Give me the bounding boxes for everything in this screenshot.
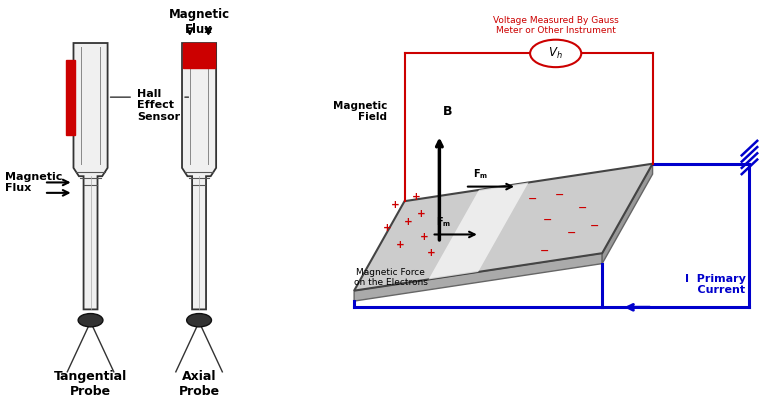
Text: +: + xyxy=(383,223,392,233)
Text: Magnetic
Flux: Magnetic Flux xyxy=(5,172,63,193)
Circle shape xyxy=(530,40,581,67)
Bar xyxy=(183,43,216,68)
Circle shape xyxy=(78,313,103,327)
Text: −: − xyxy=(543,215,552,225)
Text: −: − xyxy=(527,194,537,204)
Polygon shape xyxy=(354,253,602,301)
Polygon shape xyxy=(73,43,107,309)
Text: +: + xyxy=(404,217,413,227)
Text: −: − xyxy=(566,228,576,238)
Text: −: − xyxy=(539,246,548,256)
Circle shape xyxy=(187,313,212,327)
Text: $\mathbf{F_m}$: $\mathbf{F_m}$ xyxy=(436,215,450,229)
Text: +: + xyxy=(417,209,426,219)
Text: Magnetic Force
on the Electrons: Magnetic Force on the Electrons xyxy=(354,268,427,287)
Text: Hall
Effect
Sensor: Hall Effect Sensor xyxy=(137,89,180,122)
Text: +: + xyxy=(412,192,420,202)
Text: $V_h$: $V_h$ xyxy=(548,46,563,61)
Text: $\mathbf{F_m}$: $\mathbf{F_m}$ xyxy=(473,168,488,181)
Polygon shape xyxy=(182,43,216,309)
Polygon shape xyxy=(429,182,528,279)
Text: −: − xyxy=(578,202,587,212)
Text: +: + xyxy=(419,232,428,242)
Polygon shape xyxy=(354,164,653,291)
Text: B: B xyxy=(443,105,453,118)
Text: I  Primary
    Current: I Primary Current xyxy=(682,274,745,295)
Text: +: + xyxy=(391,200,400,210)
Text: −: − xyxy=(590,221,599,231)
Text: Voltage Measured By Gauss
Meter or Other Instrument: Voltage Measured By Gauss Meter or Other… xyxy=(492,16,619,35)
Text: Axial
Probe: Axial Probe xyxy=(178,370,219,398)
Text: +: + xyxy=(427,248,436,258)
Polygon shape xyxy=(602,164,653,264)
Text: +: + xyxy=(396,240,405,250)
Bar xyxy=(65,59,75,134)
Text: Tangential
Probe: Tangential Probe xyxy=(54,370,127,398)
Text: Magnetic
Field: Magnetic Field xyxy=(333,101,387,122)
Text: −: − xyxy=(555,190,564,200)
Text: Magnetic
Flux: Magnetic Flux xyxy=(169,8,230,36)
